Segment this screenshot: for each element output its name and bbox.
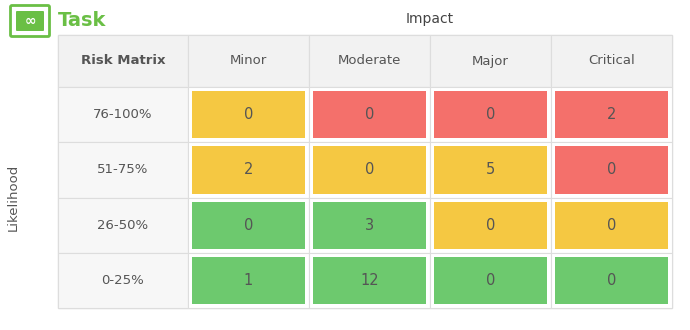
Bar — [430, 253, 551, 308]
Bar — [188, 35, 309, 87]
Text: 3: 3 — [365, 217, 374, 233]
Bar — [313, 146, 426, 193]
Text: 2: 2 — [607, 107, 616, 122]
Text: Moderate: Moderate — [338, 54, 401, 68]
Text: 2: 2 — [244, 162, 253, 178]
Bar — [313, 202, 426, 249]
Bar — [188, 142, 309, 197]
Bar — [58, 35, 188, 87]
Bar — [551, 87, 672, 142]
Bar — [555, 257, 668, 304]
Bar — [58, 87, 188, 142]
FancyBboxPatch shape — [10, 6, 50, 37]
Text: Task: Task — [58, 12, 106, 30]
Text: 26-50%: 26-50% — [97, 218, 148, 232]
Text: 0: 0 — [486, 217, 495, 233]
Bar — [309, 142, 430, 197]
Bar — [309, 87, 430, 142]
Text: 0: 0 — [486, 273, 495, 288]
Bar — [434, 146, 547, 193]
Text: Critical: Critical — [588, 54, 635, 68]
Bar — [555, 202, 668, 249]
Text: Impact: Impact — [406, 12, 454, 26]
Text: 76-100%: 76-100% — [93, 108, 152, 121]
Text: Likelihood: Likelihood — [6, 164, 19, 231]
Bar — [430, 142, 551, 197]
Bar — [188, 253, 309, 308]
Text: 0: 0 — [607, 217, 616, 233]
Bar — [188, 87, 309, 142]
Text: 0: 0 — [607, 162, 616, 178]
Text: 5: 5 — [486, 162, 495, 178]
Bar — [192, 146, 305, 193]
Bar — [430, 197, 551, 253]
Bar — [555, 91, 668, 138]
FancyBboxPatch shape — [16, 11, 44, 31]
Bar — [188, 197, 309, 253]
Bar — [58, 142, 188, 197]
Bar — [58, 197, 188, 253]
Text: Risk Matrix: Risk Matrix — [81, 54, 165, 68]
Bar — [434, 257, 547, 304]
Bar — [58, 35, 672, 308]
Text: 0: 0 — [365, 162, 374, 178]
Text: ∞: ∞ — [24, 14, 36, 28]
Bar — [192, 202, 305, 249]
Bar — [551, 197, 672, 253]
Bar — [434, 202, 547, 249]
Text: 51-75%: 51-75% — [97, 163, 148, 176]
Bar — [430, 35, 551, 87]
Text: Minor: Minor — [230, 54, 267, 68]
Bar — [551, 35, 672, 87]
Text: 0: 0 — [486, 107, 495, 122]
Bar — [58, 253, 188, 308]
Bar — [434, 91, 547, 138]
Bar — [309, 35, 430, 87]
Bar — [551, 253, 672, 308]
Text: 0-25%: 0-25% — [101, 274, 144, 287]
Text: 0: 0 — [244, 217, 253, 233]
Text: 0: 0 — [365, 107, 374, 122]
Bar — [309, 197, 430, 253]
Text: Major: Major — [472, 54, 509, 68]
Bar — [192, 257, 305, 304]
Bar — [309, 253, 430, 308]
Text: 0: 0 — [244, 107, 253, 122]
Bar — [430, 87, 551, 142]
Bar — [555, 146, 668, 193]
Bar — [313, 91, 426, 138]
Bar — [313, 257, 426, 304]
Text: 1: 1 — [244, 273, 253, 288]
Bar — [551, 142, 672, 197]
Bar — [192, 91, 305, 138]
Text: 0: 0 — [607, 273, 616, 288]
Text: 12: 12 — [360, 273, 379, 288]
